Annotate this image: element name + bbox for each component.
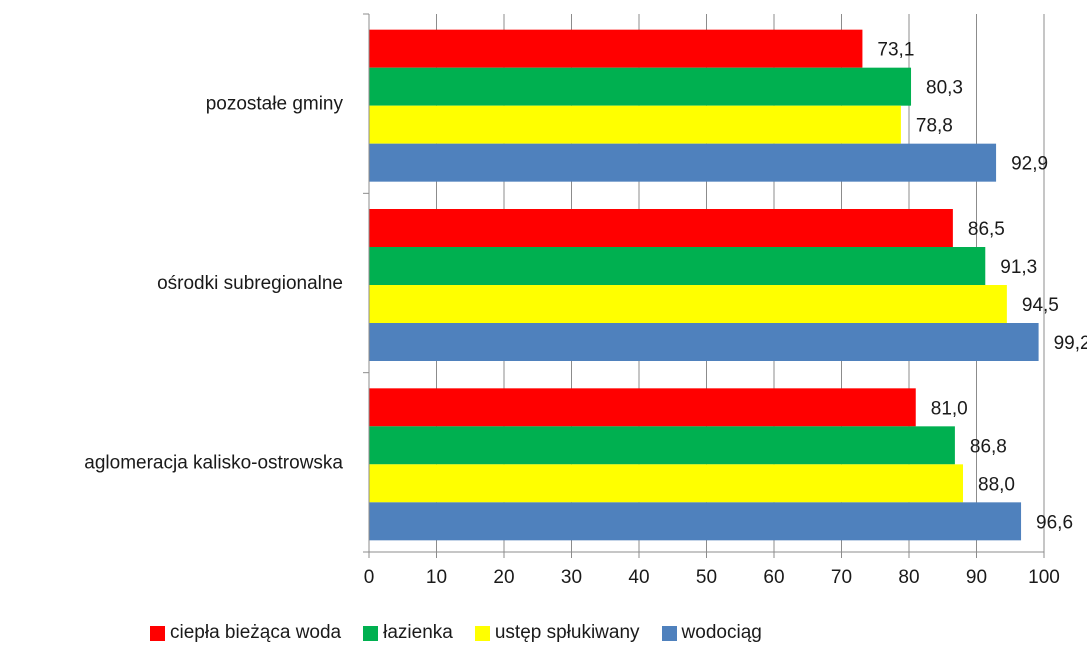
bar	[369, 29, 863, 68]
bar	[369, 143, 997, 182]
bar-chart: 0 10 20 30 40 50 60 70 80 90 100 73,1 80,3 78,8 92,9 po…	[84, 13, 1087, 588]
x-tick-label: 70	[831, 567, 852, 588]
data-label: 92,9	[1011, 154, 1048, 175]
bar	[369, 502, 1022, 541]
legend-label: ciepła bieżąca woda	[170, 622, 342, 643]
axes	[363, 13, 1045, 558]
bar	[369, 388, 916, 427]
x-tick-label: 30	[561, 567, 582, 588]
legend-label: łazienka	[383, 622, 453, 643]
data-label: 81,0	[931, 398, 968, 419]
bar	[369, 464, 963, 503]
legend-swatch	[150, 625, 165, 641]
legend-swatch	[474, 625, 490, 641]
x-tick-label: 50	[696, 567, 717, 588]
x-tick-label: 40	[628, 567, 649, 588]
data-label: 91,3	[1000, 257, 1037, 278]
bars	[369, 29, 1039, 541]
x-tick-label: 80	[898, 567, 919, 588]
labels: 0 10 20 30 40 50 60 70 80 90 100 73,1 80,3 78,8 92,9 po…	[84, 40, 1087, 588]
bar	[369, 105, 901, 144]
legend-label: ustęp spłukiwany	[494, 622, 640, 643]
category-label: pozostałe gminy	[206, 94, 344, 115]
legend-item: wodociąg	[661, 622, 762, 644]
x-tick-label: 20	[493, 567, 514, 588]
data-label: 88,0	[978, 474, 1015, 495]
data-label: 73,1	[877, 40, 914, 61]
category-label: ośrodki subregionalne	[157, 273, 343, 294]
legend-swatch	[363, 625, 379, 641]
legend-swatch	[661, 625, 677, 641]
x-tick-label: 0	[364, 567, 375, 588]
legend: ciepła bieżąca woda łazienka ustęp spłukiw…	[150, 622, 762, 644]
bar	[369, 209, 953, 247]
data-label: 80,3	[926, 78, 963, 99]
data-label: 86,8	[970, 436, 1007, 457]
x-tick-label: 100	[1028, 567, 1060, 588]
legend-item: łazienka	[363, 622, 453, 644]
category-label: aglomeracja kalisko-ostrowska	[84, 452, 343, 473]
bar	[369, 67, 912, 106]
legend-item: ciepła bieżąca woda	[150, 622, 341, 644]
legend-item: ustęp spłukiwany	[474, 622, 640, 644]
bar	[369, 285, 1007, 323]
data-label: 94,5	[1022, 295, 1059, 316]
data-label: 99,2	[1054, 333, 1087, 354]
x-tick-label: 10	[426, 567, 447, 588]
x-tick-label: 60	[763, 567, 784, 588]
data-label: 86,5	[968, 219, 1005, 240]
bar	[369, 323, 1039, 361]
data-label: 96,6	[1036, 512, 1073, 533]
x-tick-label: 90	[966, 567, 987, 588]
legend-label: wodociąg	[681, 622, 762, 643]
bar	[369, 247, 986, 285]
bar	[369, 426, 955, 465]
data-label: 78,8	[916, 116, 953, 137]
